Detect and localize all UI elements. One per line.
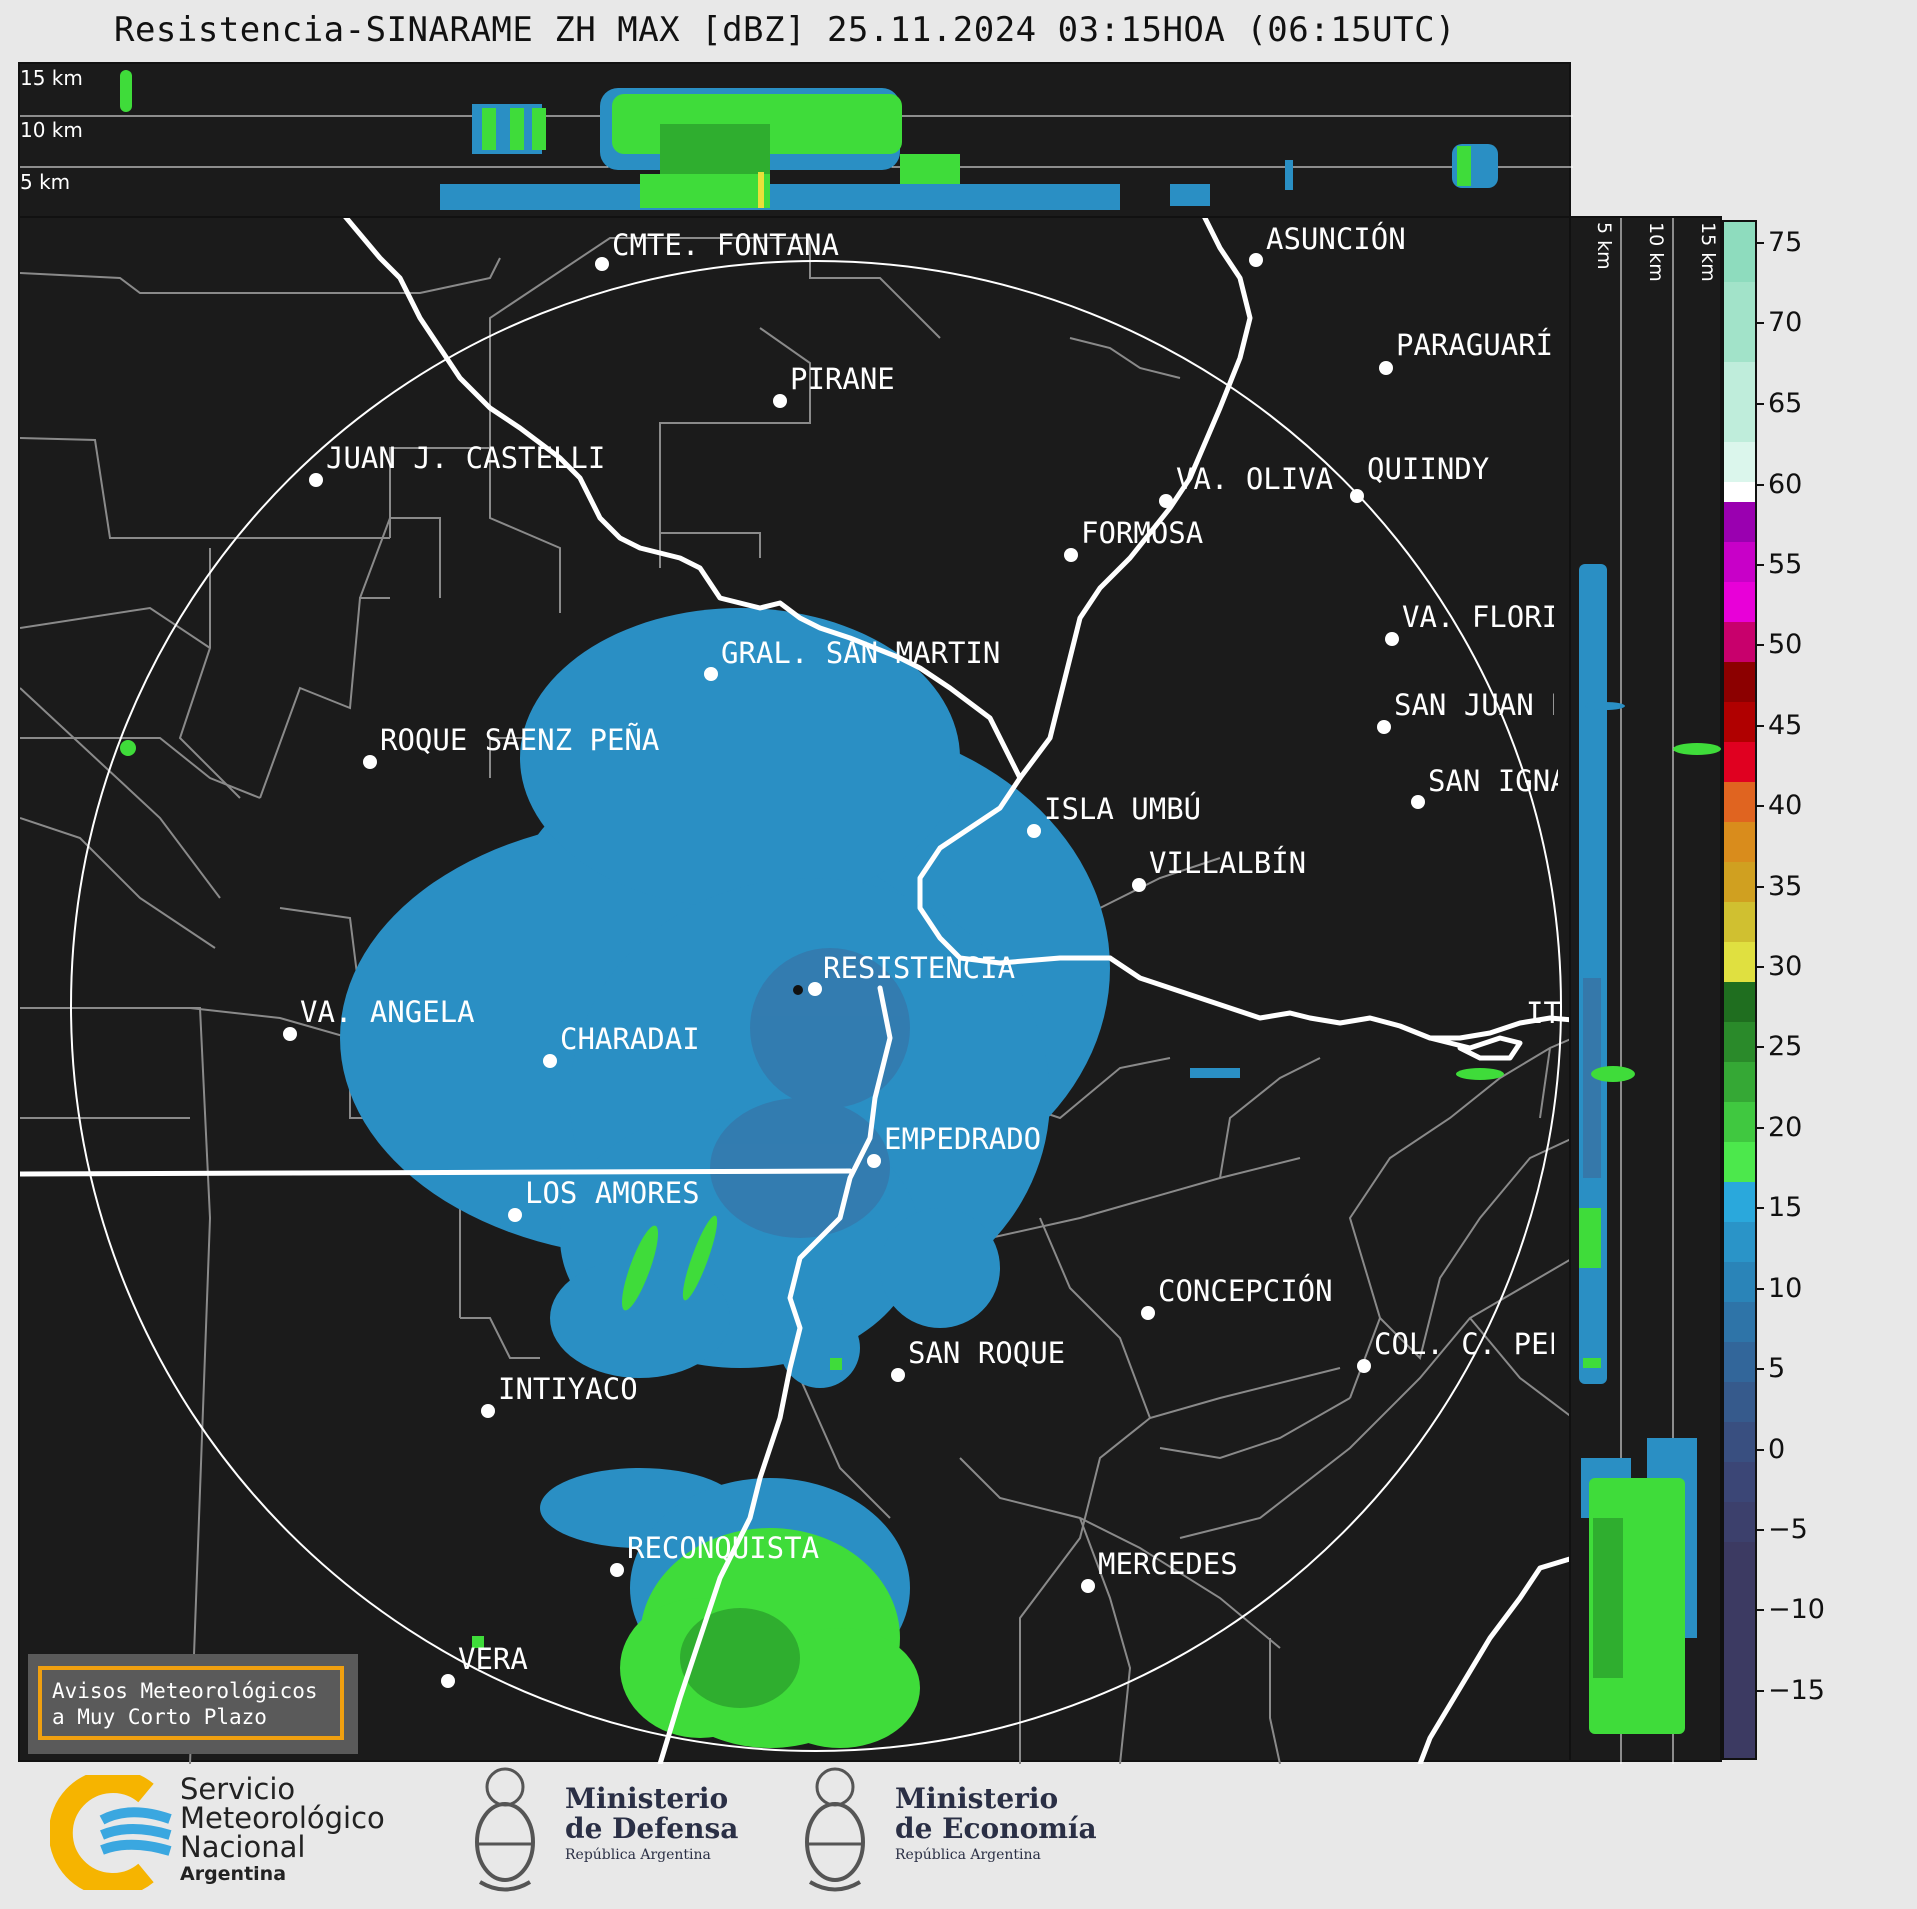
colorbar-tick: 20: [1768, 1112, 1803, 1143]
colorbar-tick: 25: [1768, 1031, 1803, 1062]
colorbar-tick: 5: [1768, 1353, 1786, 1384]
colorbar-tick: 45: [1768, 710, 1803, 741]
city-label: RECONQUISTA: [627, 1531, 820, 1565]
colorbar-tick: 60: [1768, 469, 1803, 500]
colorbar-tick: 15: [1768, 1192, 1803, 1223]
height-label-5km: 5 km: [20, 170, 71, 194]
radar-map[interactable]: CMTE. FONTANA ASUNCIÓN PARAGUARÍ PIRANE …: [18, 216, 1573, 1764]
city-label: QUIINDY: [1367, 452, 1490, 486]
city-label: ASUNCIÓN: [1266, 222, 1406, 256]
city-label: PARAGUARÍ: [1396, 328, 1554, 362]
city-label: ROQUE SAENZ PEÑA: [380, 723, 660, 757]
defensa-logo: Ministerio de Defensa República Argentin…: [470, 1762, 770, 1902]
height-label-15km: 15 km: [20, 66, 83, 90]
smn-line-1: Servicio: [180, 1772, 296, 1806]
colorbar-tick: −10: [1768, 1594, 1825, 1625]
city-label: LOS AMORES: [525, 1176, 700, 1210]
city-label: EMPEDRADO: [884, 1122, 1042, 1156]
city-label: MERCEDES: [1098, 1547, 1238, 1581]
warning-line-1: Avisos Meteorológicos: [52, 1679, 318, 1703]
city-label: COL. C. PEL: [1374, 1327, 1554, 1361]
colorbar-tick: −5: [1768, 1514, 1808, 1545]
colorbar-tick: 75: [1768, 227, 1803, 258]
height-label-10km: 10 km: [20, 118, 83, 142]
colorbar-tick: 70: [1768, 307, 1803, 338]
city-label: SAN IGNA: [1428, 764, 1558, 798]
colorbar: [1722, 220, 1757, 1760]
argentine-coat-of-arms-icon: [475, 1767, 535, 1892]
colorbar-tick: 30: [1768, 951, 1803, 982]
economia-logo: Ministerio de Economía República Argenti…: [800, 1762, 1100, 1902]
city-label: VA. ANGELA: [300, 995, 475, 1029]
side-height-label-15km: 15 km: [1697, 222, 1719, 282]
city-label: IT: [1526, 996, 1561, 1030]
colorbar-tick: 40: [1768, 790, 1803, 821]
colorbar-tick: −15: [1768, 1675, 1825, 1706]
side-height-label-10km: 10 km: [1645, 222, 1667, 282]
city-label: INTIYACO: [498, 1372, 638, 1406]
smn-logo: Servicio Meteorológico Nacional Argentin…: [50, 1775, 410, 1895]
argentine-coat-of-arms-icon: [805, 1767, 865, 1892]
city-label: RESISTENCIA: [823, 951, 1016, 985]
colorbar-tick: 35: [1768, 871, 1803, 902]
colorbar-graphic: [1724, 222, 1755, 1758]
economia-line-3: República Argentina: [895, 1847, 1041, 1863]
city-label: ISLA UMBÚ: [1044, 792, 1202, 826]
city-label: VA. FLORI: [1402, 600, 1554, 634]
smn-line-3: Nacional: [180, 1830, 306, 1864]
city-label: CONCEPCIÓN: [1158, 1274, 1333, 1308]
warning-link[interactable]: Avisos Meteorológicos a Muy Corto Plazo: [38, 1666, 344, 1740]
defensa-line-3: República Argentina: [565, 1847, 711, 1863]
economia-line-1: Ministerio: [895, 1782, 1059, 1815]
city-label: SAN JUAN B: [1394, 688, 1554, 722]
colorbar-tick: 50: [1768, 629, 1803, 660]
side-cross-section: 5 km 10 km 15 km: [1569, 216, 1722, 1764]
smn-line-4: Argentina: [180, 1863, 287, 1885]
city-label: VA. OLIVA: [1176, 462, 1334, 496]
city-label: VILLALBÍN: [1149, 846, 1307, 880]
city-label: JUAN J. CASTELLI: [326, 441, 606, 475]
smn-logo-icon: [50, 1775, 172, 1890]
top-cross-section-graphic: [20, 70, 1573, 210]
city-label: VERA: [458, 1642, 528, 1676]
city-label: PIRANE: [790, 362, 895, 396]
colorbar-tick: 0: [1768, 1434, 1786, 1465]
smn-line-2: Meteorológico: [180, 1801, 385, 1835]
side-cross-section-graphic: [1579, 218, 1721, 1764]
defensa-line-1: Ministerio: [565, 1782, 729, 1815]
warning-line-2: a Muy Corto Plazo: [52, 1705, 267, 1729]
city-label: FORMOSA: [1081, 516, 1204, 550]
economia-line-2: de Economía: [895, 1812, 1097, 1845]
city-label: CMTE. FONTANA: [612, 228, 839, 262]
city-label: SAN ROQUE: [908, 1336, 1066, 1370]
city-label: CHARADAI: [560, 1022, 700, 1056]
radar-map-graphic: [20, 218, 1573, 1764]
top-cross-section: 15 km 10 km 5 km: [18, 62, 1573, 218]
colorbar-tick: 10: [1768, 1273, 1803, 1304]
city-label: GRAL. SAN MARTIN: [721, 636, 1001, 670]
defensa-line-2: de Defensa: [565, 1812, 739, 1845]
colorbar-tick: 55: [1768, 549, 1803, 580]
colorbar-tick: 65: [1768, 388, 1803, 419]
side-height-label-5km: 5 km: [1593, 222, 1615, 270]
map-title: Resistencia-SINARAME ZH MAX [dBZ] 25.11.…: [113, 10, 1457, 50]
warning-panel: Avisos Meteorológicos a Muy Corto Plazo: [28, 1654, 358, 1754]
